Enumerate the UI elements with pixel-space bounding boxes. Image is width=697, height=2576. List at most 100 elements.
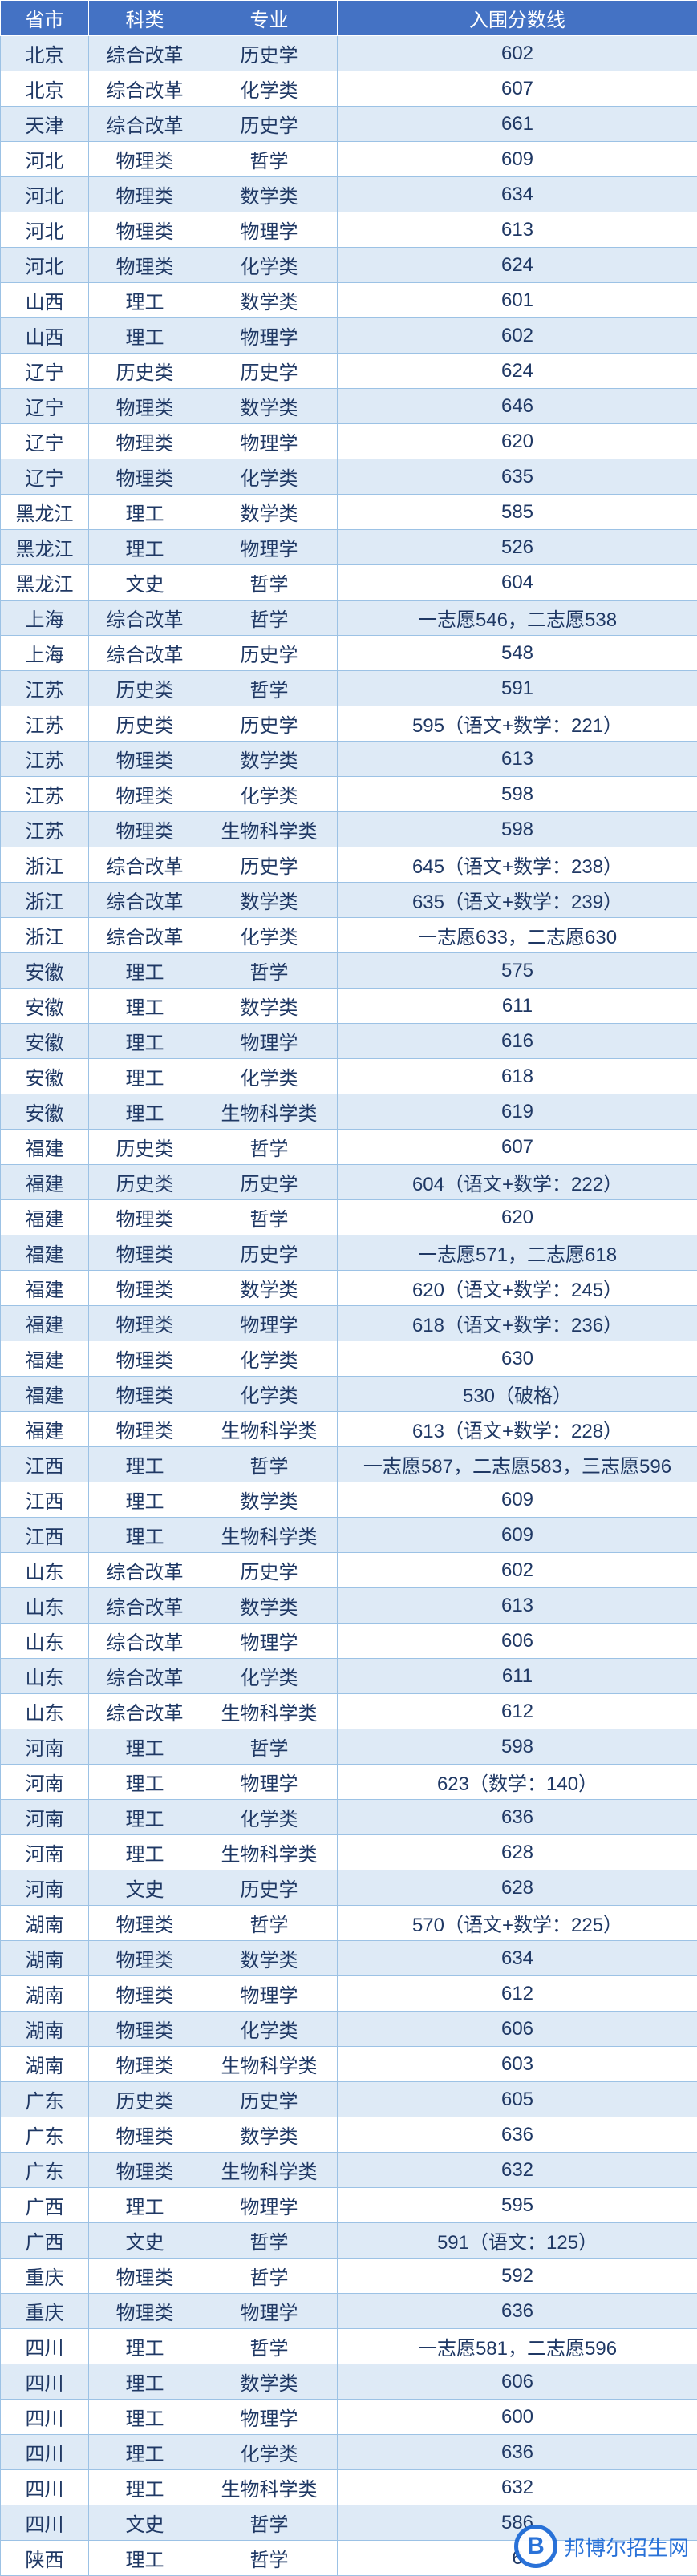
table-cell: 理工 [89, 495, 201, 530]
table-row: 河南理工物理学623（数学：140） [1, 1765, 697, 1800]
table-cell: 一志愿571，二志愿618 [338, 1235, 697, 1271]
table-cell: 数学类 [201, 1941, 338, 1976]
table-cell: 上海 [1, 636, 89, 671]
table-cell: 物理类 [89, 389, 201, 424]
table-cell: 化学类 [201, 918, 338, 953]
table-cell: 理工 [89, 318, 201, 354]
table-cell: 理工 [89, 1835, 201, 1870]
table-cell: 636 [338, 2117, 697, 2153]
table-cell: 595 [338, 2188, 697, 2223]
table-cell: 636 [338, 1800, 697, 1835]
table-cell: 四川 [1, 2435, 89, 2470]
table-row: 四川理工哲学一志愿581，二志愿596 [1, 2329, 697, 2364]
table-cell: 江苏 [1, 812, 89, 847]
table-cell: 理工 [89, 2470, 201, 2505]
table-cell: 物理类 [89, 777, 201, 812]
watermark: B 邦博尔招生网 [514, 2525, 689, 2568]
table-cell: 哲学 [201, 1729, 338, 1765]
table-row: 安徽理工哲学575 [1, 953, 697, 989]
table-cell: 物理类 [89, 459, 201, 495]
table-cell: 哲学 [201, 2541, 338, 2576]
table-cell: 四川 [1, 2470, 89, 2505]
score-table-container: 省市科类专业入围分数线 北京综合改革历史学602北京综合改革化学类607天津综合… [0, 0, 697, 2576]
table-cell: 636 [338, 2294, 697, 2329]
table-cell: 综合改革 [89, 1694, 201, 1729]
table-cell: 四川 [1, 2329, 89, 2364]
table-row: 山东综合改革历史学602 [1, 1553, 697, 1588]
table-row: 安徽理工数学类611 [1, 989, 697, 1024]
table-cell: 一志愿581，二志愿596 [338, 2329, 697, 2364]
table-cell: 606 [338, 2364, 697, 2400]
table-cell: 辽宁 [1, 424, 89, 459]
table-cell: 四川 [1, 2364, 89, 2400]
table-cell: 理工 [89, 1729, 201, 1765]
table-cell: 湖南 [1, 1941, 89, 1976]
table-row: 山东综合改革生物科学类612 [1, 1694, 697, 1729]
table-cell: 安徽 [1, 989, 89, 1024]
table-cell: 辽宁 [1, 389, 89, 424]
table-cell: 化学类 [201, 2435, 338, 2470]
table-cell: 哲学 [201, 565, 338, 601]
table-cell: 北京 [1, 36, 89, 71]
table-row: 湖南物理类生物科学类603 [1, 2047, 697, 2082]
table-row: 安徽理工生物科学类619 [1, 1094, 697, 1130]
table-header: 省市科类专业入围分数线 [1, 1, 697, 36]
table-cell: 613 [338, 742, 697, 777]
table-cell: 河北 [1, 177, 89, 212]
table-cell: 606 [338, 2012, 697, 2047]
table-cell: 602 [338, 36, 697, 71]
table-cell: 548 [338, 636, 697, 671]
table-cell: 综合改革 [89, 107, 201, 142]
table-cell: 理工 [89, 530, 201, 565]
table-cell: 物理类 [89, 2294, 201, 2329]
table-row: 辽宁物理类化学类635 [1, 459, 697, 495]
table-cell: 哲学 [201, 1906, 338, 1941]
table-cell: 理工 [89, 1447, 201, 1482]
table-cell: 山东 [1, 1624, 89, 1659]
table-cell: 安徽 [1, 1094, 89, 1130]
table-cell: 物理学 [201, 2294, 338, 2329]
table-row: 山东综合改革数学类613 [1, 1588, 697, 1624]
table-cell: 山东 [1, 1588, 89, 1624]
table-cell: 山东 [1, 1659, 89, 1694]
table-cell: 611 [338, 989, 697, 1024]
table-cell: 634 [338, 1941, 697, 1976]
table-cell: 广西 [1, 2223, 89, 2259]
table-cell: 598 [338, 777, 697, 812]
table-cell: 湖南 [1, 1976, 89, 2012]
table-cell: 化学类 [201, 459, 338, 495]
table-cell: 历史类 [89, 354, 201, 389]
table-cell: 635 [338, 459, 697, 495]
table-cell: 综合改革 [89, 1588, 201, 1624]
table-cell: 历史学 [201, 107, 338, 142]
table-cell: 综合改革 [89, 1659, 201, 1694]
table-row: 山西理工物理学602 [1, 318, 697, 354]
table-cell: 物理学 [201, 424, 338, 459]
table-cell: 综合改革 [89, 918, 201, 953]
table-row: 福建历史类哲学607 [1, 1130, 697, 1165]
table-cell: 物理学 [201, 1306, 338, 1341]
table-cell: 物理学 [201, 2188, 338, 2223]
table-cell: 陕西 [1, 2541, 89, 2576]
table-row: 河北物理类化学类624 [1, 248, 697, 283]
score-table: 省市科类专业入围分数线 北京综合改革历史学602北京综合改革化学类607天津综合… [0, 0, 697, 2576]
table-cell: 综合改革 [89, 1624, 201, 1659]
table-row: 福建历史类历史学604（语文+数学：222） [1, 1165, 697, 1200]
table-cell: 广西 [1, 2188, 89, 2223]
table-cell: 物理类 [89, 248, 201, 283]
table-row: 浙江综合改革历史学645（语文+数学：238） [1, 847, 697, 883]
table-row: 广西理工物理学595 [1, 2188, 697, 2223]
table-cell: 综合改革 [89, 1553, 201, 1588]
table-row: 河南理工生物科学类628 [1, 1835, 697, 1870]
table-cell: 历史学 [201, 706, 338, 742]
table-cell: 理工 [89, 1094, 201, 1130]
table-row: 浙江综合改革数学类635（语文+数学：239） [1, 883, 697, 918]
table-cell: 645（语文+数学：238） [338, 847, 697, 883]
table-cell: 哲学 [201, 1200, 338, 1235]
table-cell: 数学类 [201, 883, 338, 918]
table-cell: 湖南 [1, 2012, 89, 2047]
table-cell: 河北 [1, 142, 89, 177]
table-cell: 603 [338, 2047, 697, 2082]
table-cell: 生物科学类 [201, 1694, 338, 1729]
table-cell: 602 [338, 1553, 697, 1588]
